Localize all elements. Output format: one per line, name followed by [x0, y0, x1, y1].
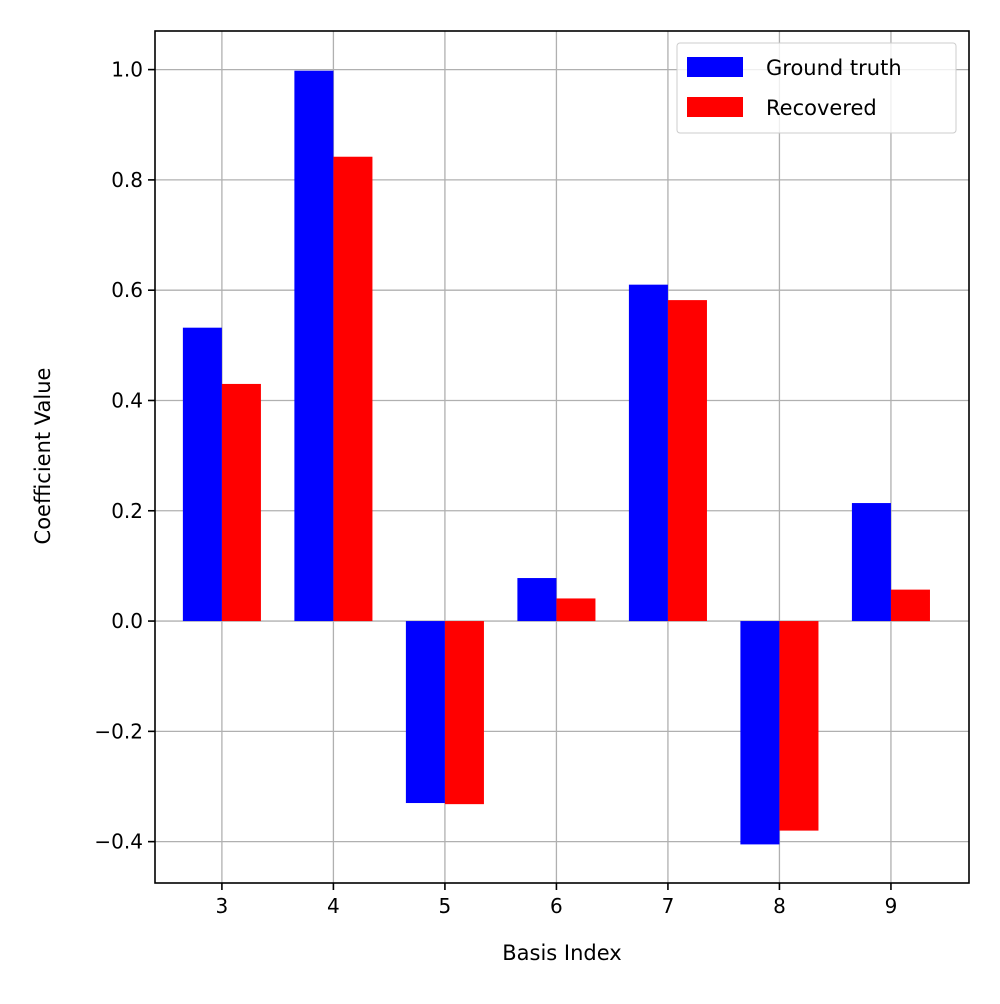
y-tick-label: 0.2	[111, 499, 143, 523]
x-tick-label: 4	[327, 894, 340, 918]
y-tick-label: 0.0	[111, 609, 143, 633]
legend-label-recovered: Recovered	[766, 96, 877, 120]
bar-ground-truth[interactable]	[851, 503, 891, 622]
bar-ground-truth[interactable]	[740, 621, 780, 845]
bar-recovered[interactable]	[221, 383, 261, 622]
x-tick-label: 7	[662, 894, 675, 918]
grid-layer	[155, 31, 969, 883]
bar-ground-truth[interactable]	[517, 578, 557, 622]
axes-layer	[154, 30, 970, 884]
y-tick-label: 0.6	[111, 278, 143, 302]
y-tick-label: 1.0	[111, 58, 143, 82]
y-axis-label: Coefficient Value	[31, 368, 55, 545]
legend[interactable]: Ground truth Recovered	[676, 42, 957, 134]
x-tick-label: 6	[550, 894, 563, 918]
bar-recovered[interactable]	[333, 156, 373, 622]
bar-ground-truth[interactable]	[405, 621, 445, 804]
bars-layer	[182, 70, 930, 845]
x-tick-label: 3	[216, 894, 229, 918]
bar-recovered[interactable]	[444, 621, 484, 805]
x-axis-label: Basis Index	[502, 941, 621, 965]
bar-ground-truth[interactable]	[294, 70, 334, 622]
ticks-layer: 3 4 5 6 7 8 9 −0.4 −0.2 0.0 0.2 0.4 0.6 0.8 1.0	[94, 58, 897, 918]
x-tick-label: 9	[885, 894, 898, 918]
y-tick-label: −0.4	[94, 830, 143, 854]
bar-ground-truth[interactable]	[182, 327, 222, 622]
plot-frame	[154, 30, 970, 884]
y-tick-label: −0.2	[94, 719, 143, 743]
y-tick-label: 0.4	[111, 388, 143, 412]
legend-swatch-ground-truth	[687, 57, 743, 77]
bar-recovered[interactable]	[556, 598, 596, 622]
x-tick-label: 8	[773, 894, 786, 918]
legend-label-ground-truth: Ground truth	[766, 56, 902, 80]
bar-recovered[interactable]	[890, 589, 930, 622]
bar-recovered[interactable]	[667, 300, 707, 622]
y-tick-label: 0.8	[111, 168, 143, 192]
legend-frame	[676, 42, 957, 134]
bar-recovered[interactable]	[779, 621, 819, 831]
x-tick-label: 5	[439, 894, 452, 918]
bar-ground-truth[interactable]	[628, 284, 668, 622]
legend-swatch-recovered	[687, 97, 743, 117]
